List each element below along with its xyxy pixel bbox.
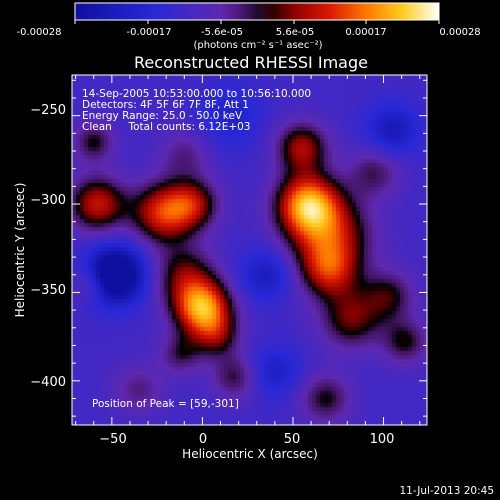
colorbar-gradient — [74, 2, 440, 21]
x-tick-label: 100 — [370, 432, 395, 447]
colorbar-tick-label: -0.00028 — [17, 27, 62, 38]
heatmap-image — [72, 75, 427, 425]
colorbar-tick-label: 0.00028 — [439, 27, 480, 38]
y-axis-label: Heliocentric Y (arcsec) — [13, 183, 27, 318]
y-tick-label: −250 — [30, 103, 66, 118]
x-tick-label: −50 — [99, 432, 126, 447]
plot-title: Reconstructed RHESSI Image — [134, 53, 368, 72]
peak-position-label: Position of Peak = [59,-301] — [92, 398, 239, 410]
plot-frame — [71, 74, 428, 426]
x-tick-label: 50 — [284, 432, 301, 447]
colorbar-tick-label: -0.00017 — [127, 27, 172, 38]
footer-timestamp: 11-Jul-2013 20:45 — [399, 485, 494, 497]
info-energy-range: Energy Range: 25.0 - 50.0 keV — [82, 110, 243, 122]
colorbar-ticks — [74, 20, 440, 24]
colorbar-tick-label: 0.00017 — [345, 27, 386, 38]
axis-ticks — [72, 75, 427, 425]
colorbar-tick-label: -5.6e-05 — [201, 27, 243, 38]
info-detectors: Detectors: 4F 5F 6F 7F 8F, Att 1 — [82, 99, 249, 111]
x-axis-label: Heliocentric X (arcsec) — [182, 447, 318, 461]
y-tick-label: −350 — [30, 283, 66, 298]
colorbar-tick-label: 5.6e-05 — [276, 27, 314, 38]
x-tick-label: 0 — [199, 432, 207, 447]
info-clean-counts: Clean Total counts: 6.12E+03 — [82, 121, 251, 133]
colorbar-unit: (photons cm⁻² s⁻¹ asec⁻²) — [193, 40, 322, 51]
info-time-range: 14-Sep-2005 10:53:00.000 to 10:56:10.000 — [82, 88, 311, 100]
y-tick-label: −400 — [30, 375, 66, 390]
y-tick-label: −300 — [30, 193, 66, 208]
colorbar: -0.00028 -0.00017 -5.6e-05 5.6e-05 0.000… — [17, 2, 481, 51]
